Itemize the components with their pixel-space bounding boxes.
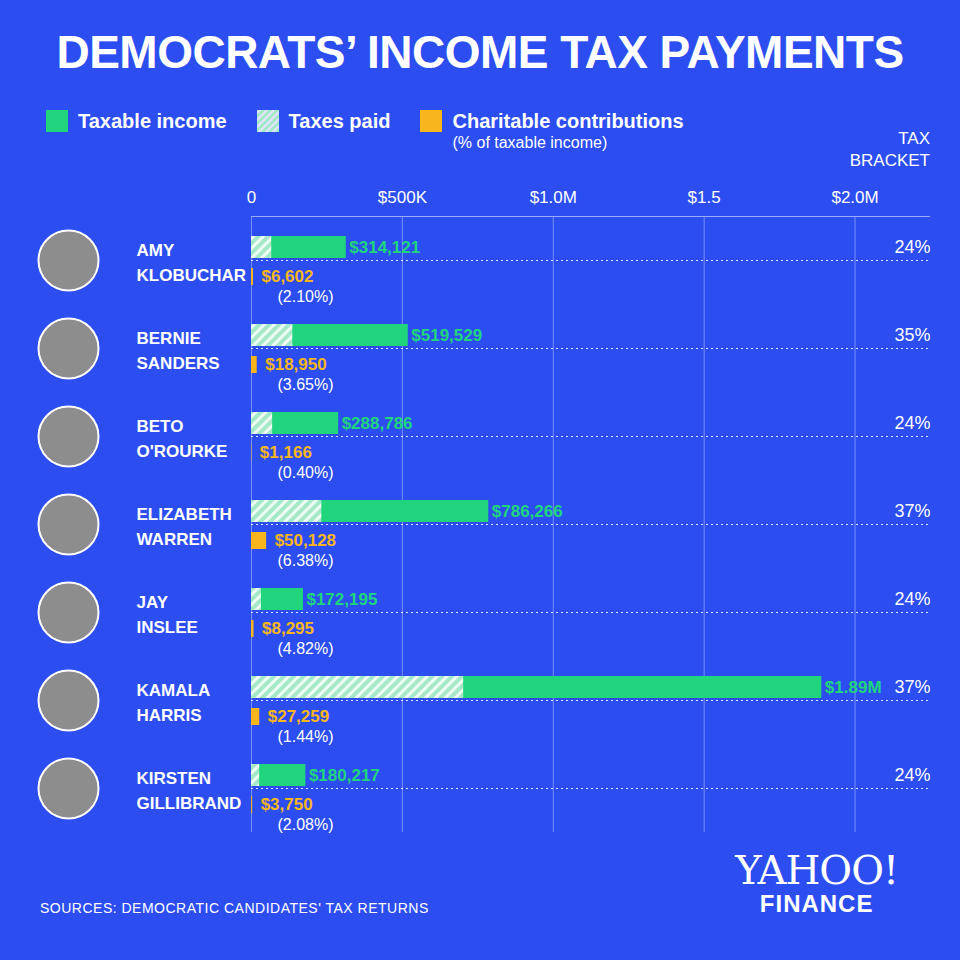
svg-text:JAYINSLEE: JAYINSLEE [137, 593, 198, 638]
svg-text:$1,166: $1,166 [260, 443, 312, 462]
svg-text:(3.65%)3.65: (3.65%)3.65 [278, 376, 334, 393]
svg-text:$6,602: $6,602 [261, 267, 313, 286]
svg-text:35%35: 35%35 [894, 325, 930, 345]
svg-text:(1.44%)1.44: (1.44%)1.44 [278, 728, 334, 745]
svg-text:(2.08%)2.08: (2.08%)2.08 [278, 816, 334, 833]
svg-text:0: 0 [247, 188, 256, 207]
svg-text:$288,786: $288,786 [342, 414, 413, 433]
svg-text:$50,128: $50,128 [275, 531, 336, 550]
svg-text:$2.0M: $2.0M [831, 188, 878, 207]
svg-text:37%37: 37%37 [894, 501, 930, 521]
svg-text:(0.40%)0.4: (0.40%)0.4 [278, 464, 334, 481]
svg-text:BERNIESANDERS: BERNIESANDERS [137, 329, 220, 374]
svg-text:24%24: 24%24 [894, 237, 930, 257]
svg-text:37%37: 37%37 [894, 677, 930, 697]
svg-text:$1.89M: $1.89M [825, 678, 882, 697]
svg-text:(6.38%)6.38: (6.38%)6.38 [278, 552, 334, 569]
svg-text:24%24: 24%24 [894, 765, 930, 785]
svg-text:(4.82%)4.82: (4.82%)4.82 [278, 640, 334, 657]
svg-text:AMYKLOBUCHAR: AMYKLOBUCHAR [137, 241, 247, 286]
svg-text:KIRSTENGILLIBRAND: KIRSTENGILLIBRAND [137, 769, 242, 814]
html-text:FINANCE: FINANCE [759, 890, 874, 917]
svg-text:(2.10%)2.1: (2.10%)2.1 [278, 288, 334, 305]
svg-text:$500K: $500K [378, 188, 428, 207]
svg-text:$1.5: $1.5 [688, 188, 721, 207]
svg-text:$180,217: $180,217 [309, 766, 380, 785]
svg-text:$8,295: $8,295 [262, 619, 314, 638]
svg-text:$172,195: $172,195 [306, 590, 377, 609]
svg-text:24%24: 24%24 [894, 413, 930, 433]
html-text:BRACKET: BRACKET [849, 151, 930, 170]
html-text:YAHOO!: YAHOO! [735, 847, 898, 893]
html-text:Taxable income: Taxable income [78, 110, 227, 132]
html-text:SOURCES: DEMOCRATIC CANDIDATES: SOURCES: DEMOCRATIC CANDIDATES' TAX RETU… [40, 900, 429, 916]
svg-text:$27,259: $27,259 [268, 707, 329, 726]
html-text:Charitable contributions: Charitable contributions [452, 110, 684, 132]
svg-text:24%24: 24%24 [894, 589, 930, 609]
svg-text:BETOO'ROURKE: BETOO'ROURKE [137, 417, 228, 462]
svg-text:$18,950: $18,950 [265, 355, 326, 374]
svg-text:$3,750: $3,750 [261, 795, 313, 814]
html-text:DEMOCRATS’ INCOME TAX PAYMENTS: DEMOCRATS’ INCOME TAX PAYMENTS [56, 26, 904, 78]
svg-text:ELIZABETHWARREN: ELIZABETHWARREN [137, 505, 232, 550]
svg-text:$314,121: $314,121 [349, 238, 420, 257]
svg-text:$1.0M: $1.0M [530, 188, 577, 207]
html-text:TAX: TAX [898, 129, 930, 148]
svg-text:$519,529: $519,529 [411, 326, 482, 345]
svg-text:KAMALAHARRIS: KAMALAHARRIS [137, 681, 211, 725]
html-text:(% of taxable income): (% of taxable income) [452, 134, 608, 151]
svg-text:$786,266: $786,266 [492, 502, 563, 521]
html-text:Taxes paid: Taxes paid [288, 110, 391, 132]
